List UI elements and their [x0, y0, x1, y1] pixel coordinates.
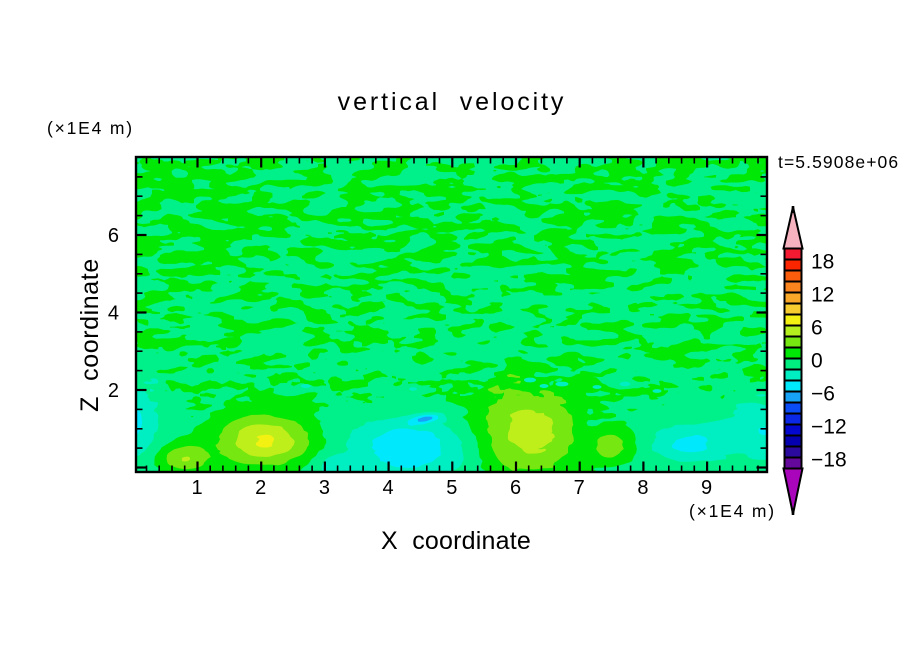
svg-text:(×1E4 m): (×1E4 m) — [47, 118, 134, 138]
svg-text:18: 18 — [811, 251, 834, 274]
svg-text:4: 4 — [108, 303, 119, 325]
svg-text:7: 7 — [574, 477, 585, 499]
svg-text:9: 9 — [701, 477, 712, 499]
svg-text:12: 12 — [811, 284, 834, 307]
svg-text:8: 8 — [637, 477, 648, 499]
svg-text:3: 3 — [319, 477, 330, 499]
svg-text:Z coordinate: Z coordinate — [76, 258, 104, 412]
svg-text:5: 5 — [446, 477, 457, 499]
svg-text:6: 6 — [108, 225, 119, 247]
svg-text:−12: −12 — [811, 416, 847, 439]
svg-text:X coordinate: X coordinate — [381, 527, 531, 555]
svg-text:2: 2 — [108, 380, 119, 402]
svg-text:6: 6 — [510, 477, 521, 499]
svg-text:6: 6 — [811, 317, 823, 340]
svg-text:2: 2 — [255, 477, 266, 499]
svg-text:t=5.5908e+06: t=5.5908e+06 — [778, 152, 899, 172]
svg-text:(×1E4 m): (×1E4 m) — [689, 501, 776, 521]
svg-text:−18: −18 — [811, 449, 847, 472]
svg-text:0: 0 — [811, 350, 823, 373]
svg-text:1: 1 — [191, 477, 202, 499]
svg-text:−6: −6 — [811, 383, 835, 406]
svg-text:4: 4 — [383, 477, 394, 499]
svg-text:vertical velocity: vertical velocity — [338, 88, 567, 116]
